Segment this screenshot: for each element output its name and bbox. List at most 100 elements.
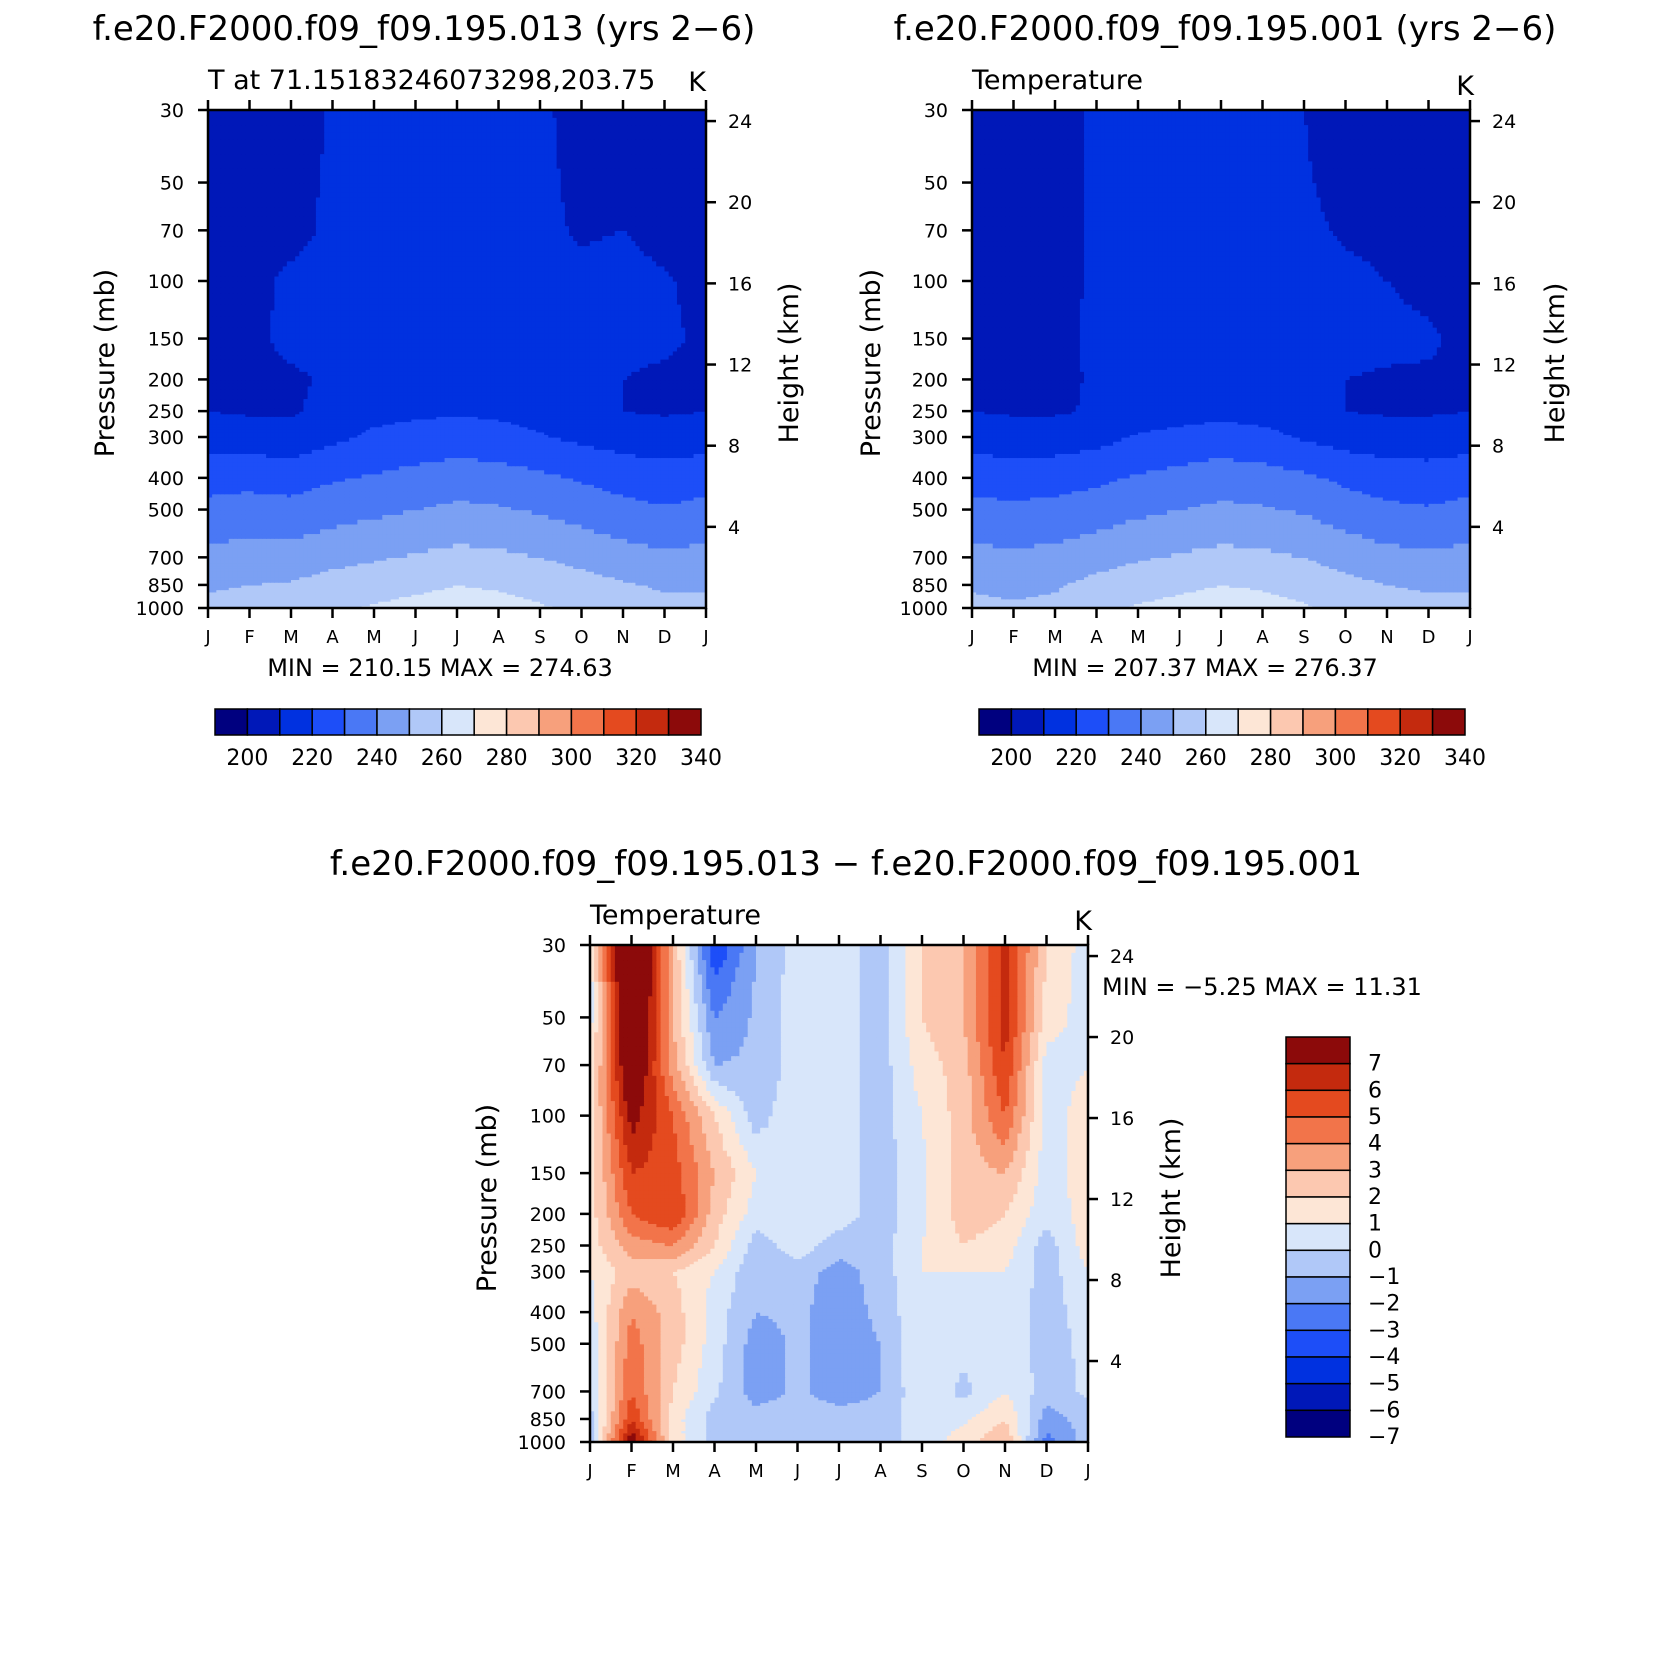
field-cell [253, 509, 259, 515]
field-cell [320, 528, 325, 535]
field-cell [307, 573, 313, 578]
field-cell [535, 484, 541, 488]
field-cell [382, 523, 388, 530]
field-cell [560, 573, 566, 578]
field-cell [556, 584, 562, 588]
field-cell [253, 533, 259, 539]
field-cell [606, 503, 612, 507]
field-cell [220, 484, 226, 488]
field-cell [357, 509, 363, 515]
field-cell [278, 461, 284, 467]
field-cell [411, 523, 417, 530]
field-cell [278, 547, 284, 554]
field-cell [253, 500, 259, 504]
field-cell [423, 533, 429, 539]
field-cell [220, 487, 226, 492]
field-cell [465, 589, 471, 593]
field-cell [444, 493, 450, 498]
field-cell [457, 484, 462, 488]
field-cell [286, 469, 292, 475]
field-cell [614, 594, 620, 598]
field-cell [340, 519, 346, 525]
field-cell [618, 528, 624, 535]
field-cell [336, 500, 342, 504]
field-cell [481, 509, 487, 515]
field-cell [573, 591, 578, 595]
field-cell [249, 601, 255, 604]
field-cell [506, 509, 512, 515]
field-cell [672, 519, 678, 525]
field-cell [498, 533, 504, 539]
field-cell [639, 484, 645, 488]
field-cell [510, 547, 516, 554]
field-cell [228, 584, 234, 588]
field-cell [390, 506, 396, 511]
field-cell [224, 509, 230, 515]
field-cell [631, 519, 637, 525]
field-cell [540, 587, 545, 591]
field-cell [610, 496, 616, 501]
field-cell [631, 560, 637, 564]
field-cell [448, 496, 454, 501]
field-cell [245, 571, 251, 575]
field-cell [544, 552, 549, 558]
field-cell [336, 562, 342, 567]
field-cell [224, 506, 230, 511]
field-cell [274, 576, 280, 581]
field-cell [299, 598, 305, 602]
field-cell [519, 603, 524, 607]
field-cell [598, 603, 603, 607]
field-cell [224, 519, 230, 525]
field-cell [303, 576, 309, 581]
field-cell [494, 493, 500, 498]
field-cell [689, 557, 695, 561]
field-cell [585, 484, 591, 488]
field-cell [664, 576, 670, 581]
field-cell [212, 441, 217, 446]
field-cell [266, 528, 271, 535]
field-cell [224, 487, 230, 492]
field-cell [647, 568, 653, 572]
field-cell [560, 571, 566, 575]
field-cell [299, 477, 305, 482]
field-cell [548, 565, 554, 569]
field-cell [610, 552, 616, 558]
field-cell [486, 487, 491, 492]
field-cell [398, 562, 404, 567]
field-cell [523, 493, 529, 498]
field-cell [311, 490, 317, 495]
field-cell [693, 603, 699, 607]
field-cell [224, 496, 230, 501]
field-cell [668, 596, 674, 600]
field-cell [295, 571, 300, 575]
field-cell [369, 594, 375, 598]
field-cell [216, 571, 222, 575]
field-cell [486, 598, 491, 602]
field-cell [419, 500, 425, 504]
field-cell [237, 514, 242, 520]
field-cell [403, 576, 408, 581]
field-cell [515, 589, 520, 593]
field-cell [477, 571, 483, 575]
field-cell [228, 596, 234, 600]
field-cell [556, 481, 562, 485]
field-cell [481, 568, 487, 572]
field-cell [448, 519, 454, 525]
field-cell [349, 481, 354, 485]
field-cell [697, 587, 703, 591]
field-cell [361, 579, 367, 583]
field-cell [510, 523, 516, 530]
field-cell [253, 481, 259, 485]
field-cell [278, 603, 284, 607]
field-cell [548, 584, 554, 588]
field-cell [432, 543, 437, 549]
field-cell [477, 528, 483, 535]
field-cell [473, 543, 479, 549]
field-cell [220, 538, 226, 544]
field-cell [361, 560, 367, 564]
field-cell [564, 500, 570, 504]
field-cell [672, 560, 678, 564]
field-cell [701, 519, 706, 525]
field-cell [419, 509, 425, 515]
field-cell [635, 487, 641, 492]
